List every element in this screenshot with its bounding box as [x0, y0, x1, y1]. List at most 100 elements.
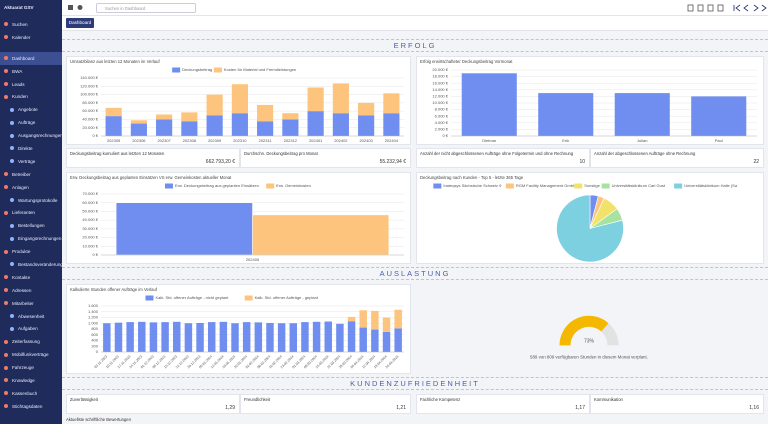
menu-item[interactable]: Fahrzeuge: [0, 361, 62, 374]
menu-item[interactable]: Kassenbuch: [0, 387, 62, 400]
bar: [252, 214, 390, 256]
y-tick-label: 12.000 €: [432, 93, 448, 98]
y-tick-label: 1.400: [88, 309, 99, 314]
gauge-card: 73% 589 von 809 verfügbaren Stunden in di…: [416, 284, 764, 374]
menu-label: Kunden: [12, 94, 28, 100]
menu-item[interactable]: Bestandsveränderungen: [0, 258, 62, 271]
menu-item[interactable]: Betreiber: [0, 168, 62, 181]
menu-item[interactable]: Knowledge: [0, 374, 62, 387]
legend-label: Universitätsklinikum Carl Gust: [612, 183, 666, 188]
bar-segment: [126, 322, 134, 352]
search-box[interactable]: Suchen in Dashboard: [96, 3, 196, 13]
dashboard-tab[interactable]: Dashboard: [66, 18, 94, 28]
menu-item[interactable]: Suchen: [0, 18, 62, 31]
chart: Kalk. Std. offener Aufträge - nicht gepl…: [88, 295, 404, 369]
menu-item[interactable]: Eingangsrechnungen: [0, 232, 62, 245]
menu-item[interactable]: Bestellungen: [0, 219, 62, 232]
bar-segment: [257, 121, 274, 136]
account-name[interactable]: Aktuarat GSV: [4, 5, 34, 10]
y-tick-label: 0 €: [92, 252, 98, 257]
x-tick-label: 202402: [334, 138, 348, 143]
legend-swatch: [505, 183, 514, 189]
menu-item[interactable]: Mitarbeiter: [0, 297, 62, 310]
legend-swatch: [574, 183, 583, 189]
menu-label: Kalender: [12, 34, 31, 40]
kpi-label: Anzahl der nicht abgeschlossenen Aufträg…: [420, 151, 574, 156]
bar-segment: [156, 114, 173, 120]
menu-item[interactable]: Leads: [0, 78, 62, 91]
menu-item[interactable]: Aufgaben: [0, 322, 62, 335]
gauge: 73% 589 von 809 verfügbaren Stunden in di…: [530, 315, 648, 359]
bar-segment: [277, 323, 286, 352]
kpi: Anzahl der nicht abgeschlossenen Aufträg…: [416, 148, 590, 168]
menu-item[interactable]: Zeiterfassung: [0, 335, 62, 348]
menu-item[interactable]: Wartungsprotokolle: [0, 194, 62, 207]
chart-title: Deckungsbeitrag nach Kunden - Top 5 - le…: [420, 175, 524, 180]
y-tick-label: 100.000 €: [80, 92, 99, 97]
copy-icon[interactable]: [697, 4, 704, 12]
bar-segment: [383, 93, 400, 114]
section-title: AUSLASTUNG: [62, 267, 768, 280]
pie-slice: [556, 194, 624, 263]
legend-swatch: [172, 67, 181, 73]
menu-item[interactable]: Ausgangsrechnungen: [0, 129, 62, 142]
bar: [691, 96, 747, 136]
y-tick-label: 140.000 €: [80, 75, 99, 80]
bar-segment: [254, 322, 263, 352]
menu-item[interactable]: BWA: [0, 65, 62, 78]
bar-segment: [206, 115, 223, 136]
menu-item[interactable]: Dashboard: [0, 51, 62, 65]
x-tick-label: 202306: [132, 138, 146, 143]
menu-label: Zeiterfassung: [12, 339, 40, 345]
settings-icon[interactable]: [77, 5, 83, 10]
menu-item[interactable]: Lieferanten: [0, 206, 62, 219]
bar-segment: [394, 328, 402, 352]
bar-segment: [282, 119, 299, 136]
menu-item[interactable]: Mobilfunkverträge: [0, 348, 62, 361]
menu-label: BWA: [12, 68, 23, 74]
chart: Deckungsbeitrag Kosten für Material und F…: [80, 67, 404, 143]
menu-item[interactable]: Kalender: [0, 31, 62, 44]
y-tick-label: 1.000: [88, 320, 99, 325]
bar-segment: [206, 94, 223, 116]
chart-card: Erfolg erwirtschafteter Deckungsbeitrag …: [416, 56, 764, 145]
bar-segment: [196, 322, 204, 352]
menu-item[interactable]: Kunden: [0, 90, 62, 103]
legend-label: RGM Facility Management GmbH: [516, 183, 576, 188]
delete-icon[interactable]: [707, 4, 714, 12]
menu-item[interactable]: Verträge: [0, 155, 62, 168]
y-tick-label: 20.000 €: [82, 235, 98, 240]
menu-item[interactable]: Anlagen: [0, 181, 62, 194]
bar-segment: [371, 310, 379, 330]
rating-label: Freundlichkeit: [244, 397, 271, 402]
chart: Inateqsys Sächsische Schweiz 9 RGM Facili…: [433, 183, 738, 263]
filter-icon[interactable]: [68, 5, 73, 10]
menu-item[interactable]: Stichtagsdaten: [0, 400, 62, 413]
bar-segment: [105, 107, 122, 117]
menu-item[interactable]: Direkte: [0, 142, 62, 155]
menu-item[interactable]: Adressen: [0, 284, 62, 297]
menu-label: Anlagen: [12, 184, 29, 190]
rating-label: Fachliche Kompetenz: [420, 397, 461, 402]
legend-swatch: [244, 295, 253, 301]
y-tick-label: 400: [91, 338, 98, 343]
menu-label: Verträge: [18, 158, 36, 164]
top-bar: Suchen in Dashboard: [62, 0, 768, 16]
menu-item[interactable]: Kontakte: [0, 271, 62, 284]
menu-item[interactable]: Angebote: [0, 103, 62, 116]
y-tick-label: 800: [91, 326, 98, 331]
menu-label: Suchen: [12, 21, 28, 27]
y-tick-label: 50.000 €: [82, 208, 98, 213]
info-icon[interactable]: [717, 4, 724, 12]
pager-icons[interactable]: [733, 4, 767, 12]
menu-item[interactable]: Produkte: [0, 245, 62, 258]
legend-swatch: [266, 183, 275, 189]
menu-label: Direkte: [18, 145, 33, 151]
menu: Suchen Kalender Dashboard BWA Leads Kunden Ang…: [0, 18, 62, 413]
menu-item[interactable]: Abwesenheit: [0, 310, 62, 323]
menu-item[interactable]: Aufträge: [0, 116, 62, 129]
legend-label: Deckungsbeitrag: [182, 67, 212, 72]
print-icon[interactable]: [687, 4, 694, 12]
y-tick-label: 120.000 €: [80, 83, 99, 88]
